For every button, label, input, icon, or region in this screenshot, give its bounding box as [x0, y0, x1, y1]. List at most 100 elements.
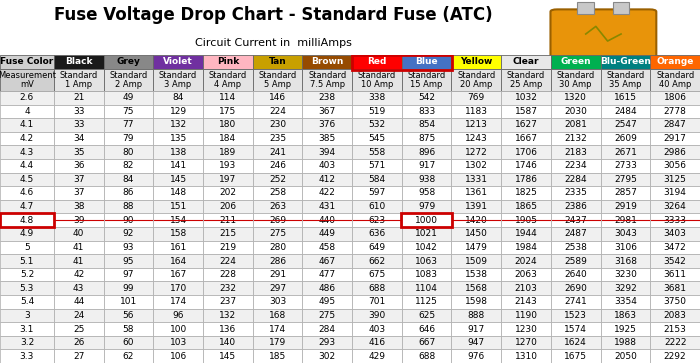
Text: 1000: 1000	[415, 216, 438, 225]
Bar	[0, 91, 54, 105]
Text: 36: 36	[73, 161, 85, 170]
Bar	[0, 227, 54, 241]
Bar	[0, 213, 54, 227]
Text: 1706: 1706	[514, 148, 538, 157]
Bar	[302, 132, 352, 146]
Bar	[402, 172, 452, 186]
Bar	[302, 186, 352, 200]
Text: 211: 211	[219, 216, 237, 225]
Text: 1667: 1667	[514, 134, 538, 143]
Text: 135: 135	[169, 134, 187, 143]
Text: 164: 164	[169, 257, 187, 265]
Text: 80: 80	[122, 148, 134, 157]
Text: 62: 62	[122, 352, 134, 361]
Bar	[402, 55, 452, 69]
Bar	[452, 55, 501, 69]
Text: 106: 106	[169, 352, 187, 361]
Bar	[253, 159, 302, 172]
Text: 2640: 2640	[564, 270, 587, 279]
Bar	[153, 309, 203, 322]
Text: 37: 37	[73, 188, 85, 197]
Bar	[54, 159, 104, 172]
Bar	[253, 309, 302, 322]
Bar	[0, 55, 54, 69]
Bar	[203, 281, 253, 295]
Text: 129: 129	[169, 107, 187, 116]
Text: 174: 174	[169, 297, 187, 306]
Text: 49: 49	[122, 93, 134, 102]
Text: 888: 888	[468, 311, 485, 320]
Text: 1320: 1320	[564, 93, 587, 102]
Text: 2919: 2919	[614, 202, 637, 211]
Bar	[551, 322, 601, 336]
Text: 145: 145	[169, 175, 187, 184]
Bar	[0, 309, 54, 322]
Bar	[54, 55, 104, 69]
Text: 132: 132	[169, 121, 187, 130]
Bar	[153, 132, 203, 146]
Text: Standard
40 Amp: Standard 40 Amp	[656, 71, 694, 89]
Text: 3.3: 3.3	[20, 352, 34, 361]
Bar	[650, 105, 700, 118]
FancyBboxPatch shape	[550, 9, 657, 58]
Text: 558: 558	[368, 148, 386, 157]
Bar	[452, 336, 501, 350]
Text: 649: 649	[368, 243, 386, 252]
Bar	[452, 295, 501, 309]
Bar	[153, 172, 203, 186]
Bar	[104, 268, 153, 281]
Text: 625: 625	[418, 311, 435, 320]
Text: Blue: Blue	[415, 57, 438, 66]
Text: 2335: 2335	[564, 188, 587, 197]
Text: 291: 291	[269, 270, 286, 279]
Text: Standard
1 Amp: Standard 1 Amp	[60, 71, 98, 89]
Bar	[153, 241, 203, 254]
Bar	[302, 268, 352, 281]
Bar	[551, 186, 601, 200]
Bar	[54, 309, 104, 322]
Bar	[153, 69, 203, 91]
Text: 2103: 2103	[514, 284, 538, 293]
Bar	[352, 55, 402, 69]
Text: 769: 769	[468, 93, 485, 102]
Text: 1243: 1243	[465, 134, 488, 143]
Bar	[54, 132, 104, 146]
Bar	[302, 322, 352, 336]
Bar	[452, 105, 501, 118]
Text: 2030: 2030	[564, 107, 587, 116]
Bar	[104, 91, 153, 105]
Bar	[302, 172, 352, 186]
Text: 854: 854	[418, 121, 435, 130]
Text: 56: 56	[122, 311, 134, 320]
Text: 24: 24	[73, 311, 84, 320]
Text: 1021: 1021	[415, 229, 438, 238]
Bar	[650, 254, 700, 268]
Text: 403: 403	[368, 325, 386, 334]
Text: Black: Black	[65, 57, 92, 66]
Bar	[650, 350, 700, 363]
Bar	[153, 281, 203, 295]
Bar	[601, 268, 650, 281]
Bar	[402, 69, 452, 91]
Text: 2671: 2671	[614, 148, 637, 157]
Text: 1675: 1675	[564, 352, 587, 361]
Text: 662: 662	[368, 257, 386, 265]
Bar	[352, 336, 402, 350]
Text: 100: 100	[169, 325, 187, 334]
Bar	[601, 227, 650, 241]
Bar	[452, 186, 501, 200]
Bar	[0, 336, 54, 350]
Text: Standard
30 Amp: Standard 30 Amp	[556, 71, 595, 89]
Bar	[452, 132, 501, 146]
Bar	[302, 159, 352, 172]
Bar	[253, 132, 302, 146]
Bar	[302, 146, 352, 159]
Bar	[551, 350, 601, 363]
Text: 896: 896	[418, 148, 435, 157]
Text: 206: 206	[219, 202, 237, 211]
Bar	[402, 200, 452, 213]
Text: 5.2: 5.2	[20, 270, 34, 279]
Text: 39: 39	[73, 216, 85, 225]
Text: 1331: 1331	[465, 175, 488, 184]
Bar	[104, 105, 153, 118]
